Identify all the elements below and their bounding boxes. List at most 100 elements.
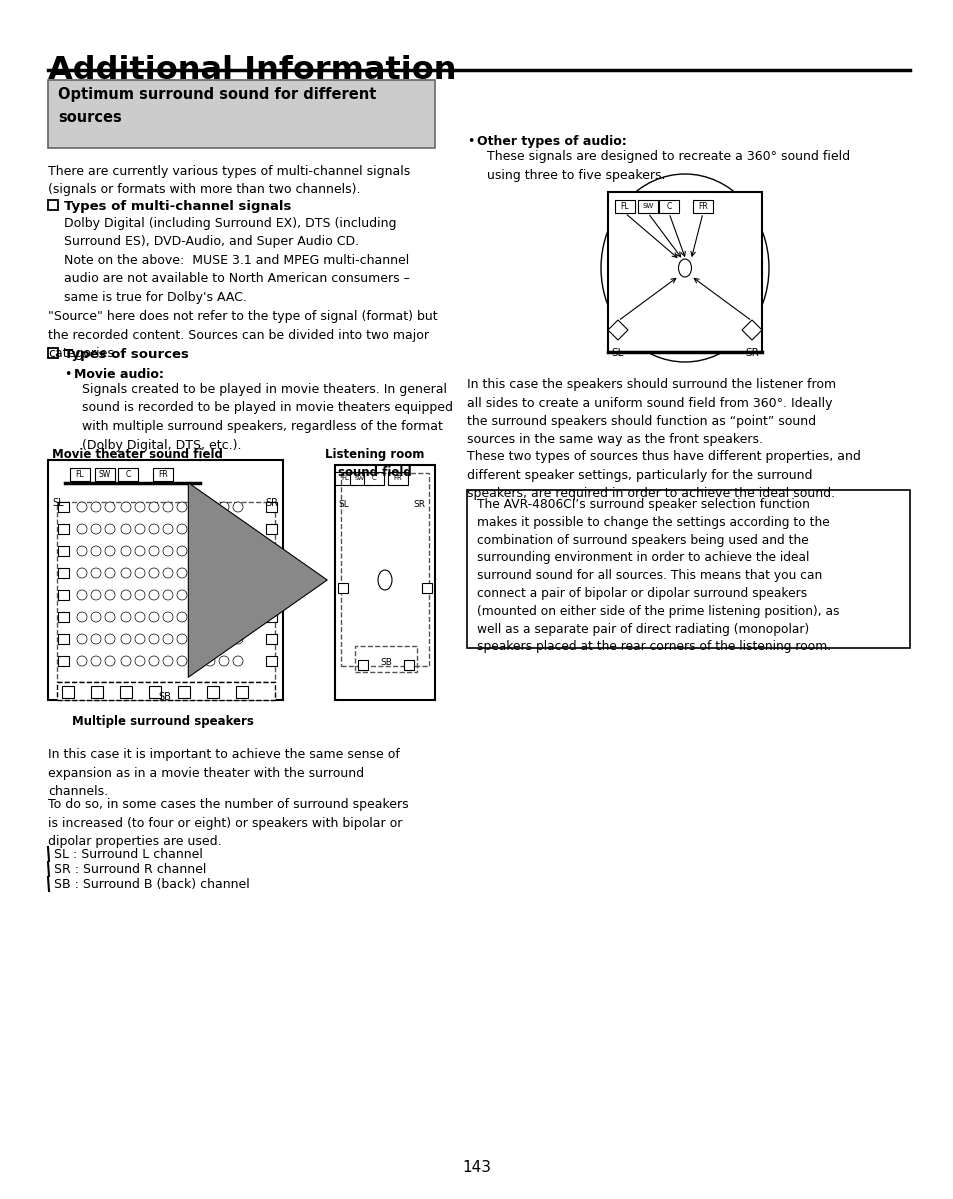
- Text: Movie theater sound field: Movie theater sound field: [52, 448, 223, 460]
- Circle shape: [91, 524, 101, 534]
- Bar: [266, 611, 276, 622]
- Circle shape: [135, 656, 145, 665]
- Text: C: C: [372, 476, 376, 482]
- Bar: [607, 192, 761, 353]
- Text: SR: SR: [744, 348, 758, 359]
- Circle shape: [205, 611, 214, 622]
- Circle shape: [163, 611, 172, 622]
- Circle shape: [233, 568, 243, 578]
- Circle shape: [163, 656, 172, 665]
- Circle shape: [219, 546, 229, 556]
- Circle shape: [219, 656, 229, 665]
- Bar: [58, 568, 69, 578]
- Circle shape: [105, 590, 115, 600]
- Circle shape: [163, 634, 172, 644]
- Ellipse shape: [377, 570, 392, 590]
- Text: "Source" here does not refer to the type of signal (format) but
the recorded con: "Source" here does not refer to the type…: [48, 311, 437, 360]
- Text: These signals are designed to recreate a 360° sound field
using three to five sp: These signals are designed to recreate a…: [486, 150, 849, 181]
- Circle shape: [121, 656, 131, 665]
- Circle shape: [77, 568, 87, 578]
- Text: Other types of audio:: Other types of audio:: [476, 135, 626, 147]
- Bar: [335, 472, 355, 486]
- Text: The AVR-4806CI’s surround speaker selection function
makes it possible to change: The AVR-4806CI’s surround speaker select…: [476, 498, 839, 653]
- Text: •: •: [467, 135, 474, 147]
- Circle shape: [233, 590, 243, 600]
- Bar: [388, 472, 408, 486]
- Circle shape: [149, 568, 159, 578]
- Bar: [266, 656, 276, 665]
- Text: SR: SR: [413, 500, 424, 510]
- Text: Dolby Digital (including Surround EX), DTS (including
Surround ES), DVD-Audio, a: Dolby Digital (including Surround EX), D…: [64, 217, 410, 305]
- Bar: [58, 524, 69, 534]
- Circle shape: [205, 590, 214, 600]
- Circle shape: [177, 502, 187, 512]
- Circle shape: [163, 568, 172, 578]
- Bar: [120, 686, 132, 698]
- Circle shape: [163, 546, 172, 556]
- Text: In this case it is important to achieve the same sense of
expansion as in a movi: In this case it is important to achieve …: [48, 748, 399, 799]
- Bar: [149, 686, 161, 698]
- Circle shape: [91, 546, 101, 556]
- Text: 143: 143: [462, 1159, 491, 1175]
- Circle shape: [91, 634, 101, 644]
- Circle shape: [135, 546, 145, 556]
- Bar: [207, 686, 219, 698]
- Circle shape: [163, 502, 172, 512]
- Circle shape: [77, 524, 87, 534]
- Bar: [48, 200, 58, 210]
- Circle shape: [77, 590, 87, 600]
- Circle shape: [233, 634, 243, 644]
- Circle shape: [149, 656, 159, 665]
- Circle shape: [91, 590, 101, 600]
- Circle shape: [177, 524, 187, 534]
- Circle shape: [219, 590, 229, 600]
- Circle shape: [177, 634, 187, 644]
- Circle shape: [163, 590, 172, 600]
- Circle shape: [149, 546, 159, 556]
- Circle shape: [233, 656, 243, 665]
- Circle shape: [177, 656, 187, 665]
- Text: These two types of sources thus have different properties, and
different speaker: These two types of sources thus have dif…: [467, 450, 860, 500]
- Text: To do so, in some cases the number of surround speakers
is increased (to four or: To do so, in some cases the number of su…: [48, 799, 408, 848]
- Text: FL: FL: [341, 476, 349, 482]
- Circle shape: [121, 524, 131, 534]
- Text: SB: SB: [158, 692, 172, 701]
- Circle shape: [219, 502, 229, 512]
- Bar: [266, 590, 276, 600]
- Bar: [659, 200, 679, 213]
- Circle shape: [205, 656, 214, 665]
- Circle shape: [91, 568, 101, 578]
- Bar: [266, 568, 276, 578]
- Circle shape: [91, 502, 101, 512]
- Circle shape: [233, 611, 243, 622]
- Circle shape: [105, 611, 115, 622]
- Text: There are currently various types of multi-channel signals
(signals or formats w: There are currently various types of mul…: [48, 165, 410, 197]
- Bar: [403, 659, 414, 670]
- Text: FL: FL: [620, 201, 629, 211]
- Bar: [421, 583, 432, 594]
- Circle shape: [105, 524, 115, 534]
- Bar: [70, 468, 90, 481]
- Bar: [638, 200, 658, 213]
- Text: SL: SL: [337, 500, 349, 510]
- Ellipse shape: [600, 174, 768, 362]
- Circle shape: [149, 590, 159, 600]
- Circle shape: [149, 524, 159, 534]
- Circle shape: [205, 634, 214, 644]
- Text: FR: FR: [158, 470, 168, 478]
- Circle shape: [135, 568, 145, 578]
- Text: Optimum surround sound for different
sources: Optimum surround sound for different sou…: [58, 88, 376, 125]
- Bar: [467, 490, 909, 647]
- Text: Additional Information: Additional Information: [48, 55, 456, 86]
- Text: SR : Surround R channel: SR : Surround R channel: [54, 863, 206, 876]
- Circle shape: [105, 546, 115, 556]
- Bar: [337, 583, 348, 594]
- Bar: [48, 80, 435, 147]
- Bar: [364, 472, 384, 486]
- Circle shape: [149, 611, 159, 622]
- Text: SR: SR: [265, 498, 277, 508]
- Bar: [62, 686, 74, 698]
- Text: SB: SB: [379, 658, 392, 667]
- Circle shape: [149, 634, 159, 644]
- Bar: [350, 472, 370, 486]
